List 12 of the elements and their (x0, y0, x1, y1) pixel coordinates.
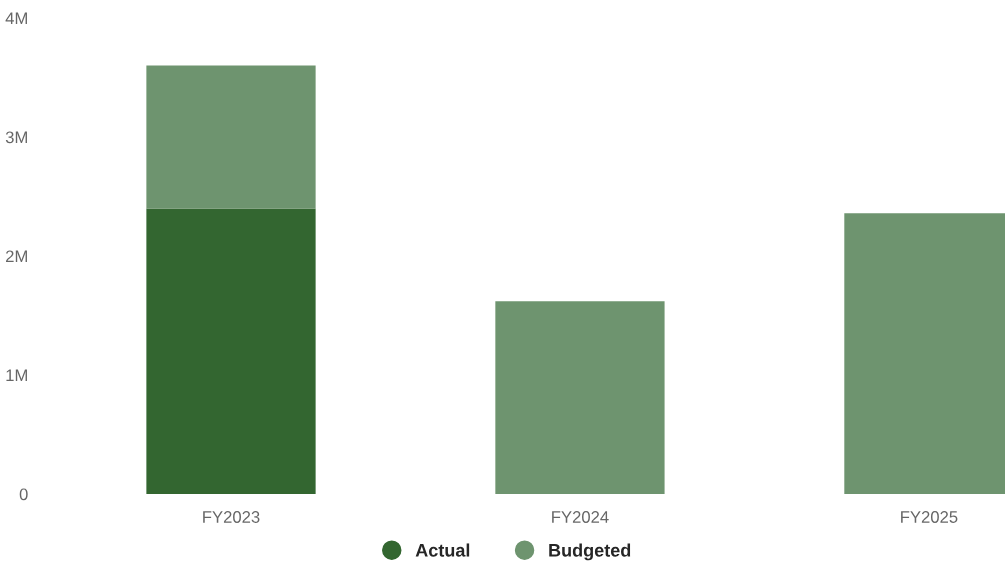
x-tick-label: FY2024 (552, 511, 609, 523)
y-tick-label: 4M (5, 12, 27, 25)
y-tick-label: 3M (5, 131, 27, 144)
legend-label: Budgeted (549, 543, 631, 561)
bar (146, 65, 316, 209)
y-tick-label: 1M (6, 369, 27, 382)
y-tick-label: 0 (19, 488, 28, 501)
legend-label: Actual (415, 543, 470, 557)
x-tick-label: FY2023 (203, 511, 260, 523)
y-tick-label: 2M (6, 250, 27, 263)
x-tick-label: FY2025 (901, 511, 958, 523)
bar (146, 208, 316, 494)
